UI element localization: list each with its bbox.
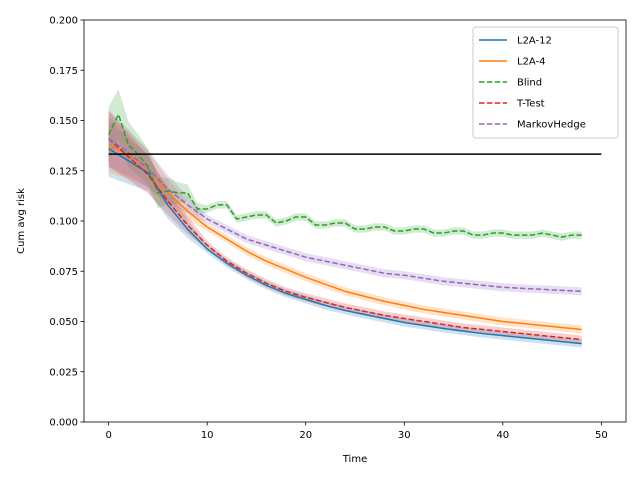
legend: L2A-12 L2A-4 Blind T-Test MarkovHedge — [472, 26, 619, 139]
y-tick-label: 0.000 — [49, 418, 78, 429]
y-tick-label: 0.150 — [49, 116, 78, 127]
legend-label-l2a-4: L2A-4 — [517, 57, 546, 68]
line-markovhedge — [108, 137, 582, 293]
line-l2a-4 — [108, 143, 582, 331]
legend-box — [472, 26, 619, 139]
legend-label-l2a-12: L2A-12 — [517, 36, 552, 47]
x-tick-label: 50 — [595, 430, 608, 441]
legend-label-blind: Blind — [517, 78, 542, 89]
x-axis-ticks: 0 10 20 30 40 50 — [105, 422, 608, 441]
y-tick-label: 0.200 — [49, 16, 78, 27]
band-l2a-4 — [108, 116, 582, 334]
y-axis-label: Cum avg risk — [16, 188, 27, 254]
line-l2a-12 — [108, 148, 582, 345]
y-tick-label: 0.125 — [49, 166, 78, 177]
confidence-bands — [108, 89, 582, 348]
y-axis-ticks: 0.000 0.025 0.050 0.075 0.100 0.125 0.150 0.175… — [49, 16, 84, 429]
y-tick-label: 0.175 — [49, 66, 78, 77]
band-blind — [108, 89, 582, 241]
line-t-test — [108, 138, 582, 341]
x-tick-label: 10 — [201, 430, 214, 441]
line-blind — [107, 113, 582, 238]
x-tick-label: 0 — [105, 430, 111, 441]
y-tick-label: 0.050 — [49, 317, 78, 328]
y-tick-label: 0.100 — [49, 217, 78, 228]
x-tick-label: 20 — [299, 430, 312, 441]
y-tick-label: 0.025 — [49, 367, 78, 378]
x-axis-label: Time — [342, 454, 367, 465]
x-tick-label: 40 — [496, 430, 509, 441]
legend-label-markovhedge: MarkovHedge — [517, 120, 586, 131]
series-lines — [107, 113, 582, 345]
x-tick-label: 30 — [398, 430, 411, 441]
legend-label-t-test: T-Test — [516, 99, 545, 110]
y-tick-label: 0.075 — [49, 267, 78, 278]
